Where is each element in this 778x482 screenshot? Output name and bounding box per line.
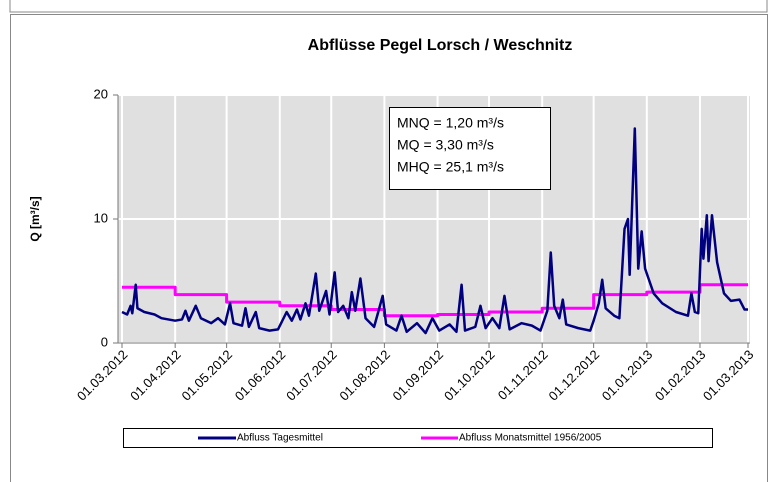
- series-line: [121, 127, 748, 335]
- annotation: MNQ = 1,20 m³/s: [397, 115, 504, 131]
- legend-label: Abfluss Tagesmittel: [237, 433, 323, 444]
- series-line: [122, 283, 748, 318]
- top-panel: [9, 0, 768, 13]
- y-axis-label: Q [m³/s]: [28, 196, 42, 241]
- annotation: MHQ = 25,1 m³/s: [397, 159, 504, 175]
- legend: [123, 428, 713, 448]
- chart-title: Abflüsse Pegel Lorsch / Weschnitz: [308, 37, 573, 54]
- y-tick-label: 20: [94, 86, 108, 101]
- y-tick-label: 0: [101, 334, 108, 349]
- annotation: MQ = 3,30 m³/s: [397, 137, 494, 153]
- y-tick-label: 10: [94, 210, 108, 225]
- legend-label: Abfluss Monatsmittel 1956/2005: [459, 433, 602, 444]
- annotation-box: [389, 107, 551, 190]
